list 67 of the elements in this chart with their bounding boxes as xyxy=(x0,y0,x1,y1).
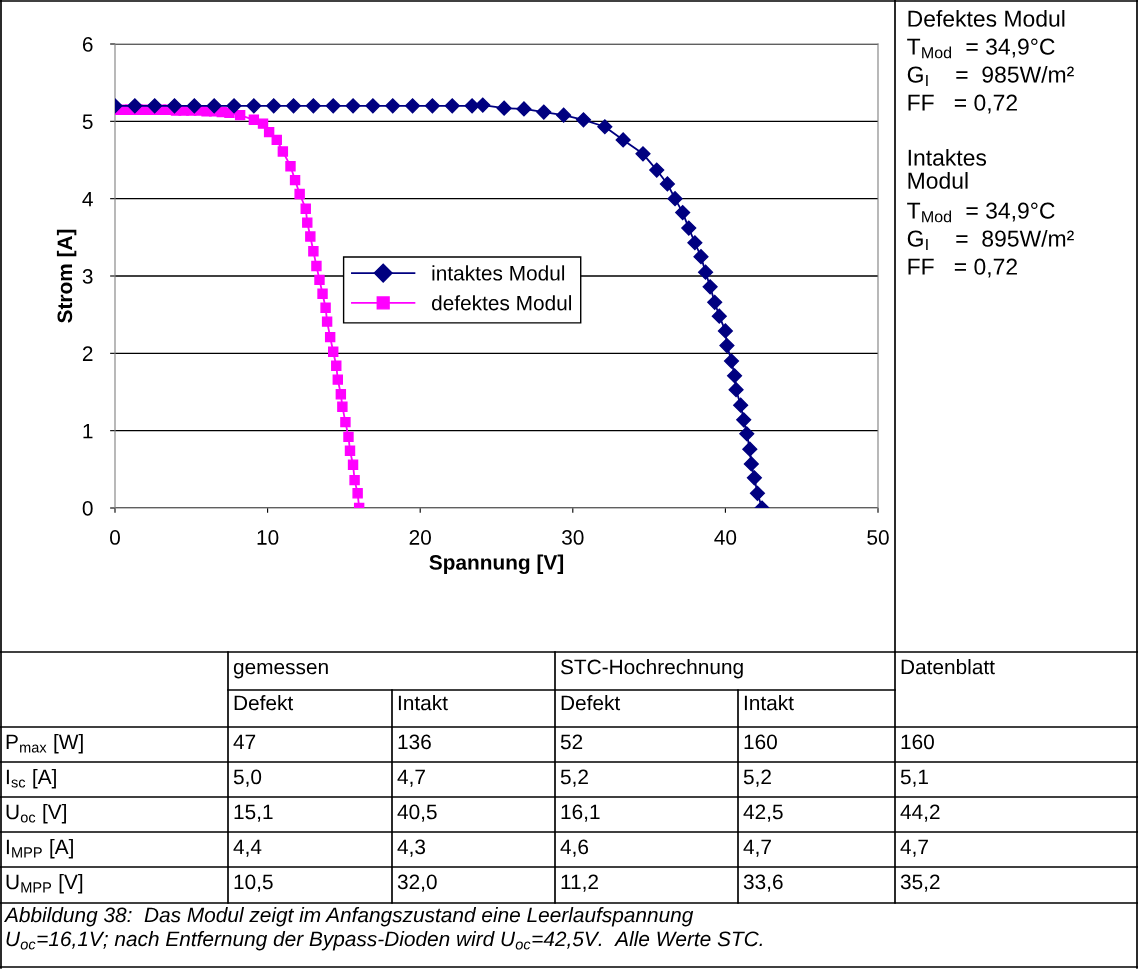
text: 42,5 xyxy=(743,804,783,822)
text: Defekt xyxy=(561,695,621,711)
y-tick-label: 5 xyxy=(82,114,93,130)
text: 15,1 xyxy=(234,804,273,822)
text: 35,2 xyxy=(900,874,940,892)
x-tick-label: 40 xyxy=(714,530,737,545)
y-tick-label: 6 xyxy=(82,37,93,52)
x-tick-label: 30 xyxy=(562,530,584,545)
text: Intakt xyxy=(744,695,794,711)
text: 136 xyxy=(398,734,431,750)
text: I$_{sc}$ [A] xyxy=(6,769,56,789)
x-tick-label: 0 xyxy=(110,530,120,545)
text: 4,7 xyxy=(397,769,425,787)
point xyxy=(337,401,348,412)
y-tick-label: 4 xyxy=(82,191,93,207)
x-tick-label: 20 xyxy=(409,530,431,545)
text: 40,5 xyxy=(397,804,437,822)
text: 5,0 xyxy=(233,769,262,787)
text: T$_{Mod}$ = 34,9°C xyxy=(907,38,1055,59)
text: 44,2 xyxy=(900,804,940,822)
text: G$_{I}$ = 895W/m² xyxy=(907,229,1074,251)
y-tick-label: 3 xyxy=(82,269,93,284)
text: U$_{oc}$ [V] xyxy=(6,804,66,824)
text: 16,1 xyxy=(561,804,600,822)
text: 4,7 xyxy=(743,839,771,857)
y-tick-label: 2 xyxy=(82,346,93,361)
point xyxy=(320,302,331,313)
text: 47 xyxy=(233,734,256,750)
text: STC-Hochrechnung xyxy=(560,659,743,679)
y-tick-label: 1 xyxy=(83,423,93,439)
text: Datenblatt xyxy=(901,659,995,675)
text: 5,2 xyxy=(743,769,771,787)
text: 4,7 xyxy=(900,839,928,857)
text: 11,2 xyxy=(561,874,598,892)
text: 5,2 xyxy=(560,769,588,787)
text: Abbildung 38: Das Modul zeigt im Anfangszustand eine Leerlaufspannung U$_{oc}$=16,1V; nach Entfernung der Bypass-Dioden wird U$_{oc}$=42,5V. Alle Werte STC. xyxy=(3,907,762,951)
text: T$_{Mod}$ = 34,9°C xyxy=(907,202,1055,223)
text: 4,4 xyxy=(233,839,262,857)
text: Intaktes Modul xyxy=(908,149,987,189)
x-tick-label: 10 xyxy=(257,530,279,545)
text: gemessen xyxy=(233,662,328,679)
text: 160 xyxy=(901,734,934,750)
text: 160 xyxy=(744,734,777,750)
text: U$_{MPP}$ [V] xyxy=(6,874,83,894)
x-tick-label: 50 xyxy=(867,530,889,545)
text: P$_{max}$ [W] xyxy=(6,734,83,754)
text: FF = 0,72 xyxy=(908,258,1017,278)
text: FF = 0,72 xyxy=(908,94,1017,114)
text: 52 xyxy=(560,734,583,750)
text: 4,3 xyxy=(397,839,426,857)
text: Intakt xyxy=(398,695,448,711)
legend-label: intaktes Modul xyxy=(432,265,565,281)
legend-label: defektes Modul xyxy=(431,295,571,311)
text: G$_{I}$ = 985W/m² xyxy=(907,65,1074,87)
text: 4,6 xyxy=(560,839,589,857)
text: 32,0 xyxy=(397,874,437,892)
text: Defektes Modul xyxy=(908,10,1065,27)
text: 5,1 xyxy=(900,769,928,787)
point xyxy=(305,231,316,242)
text: 33,6 xyxy=(743,874,783,892)
x-axis-title: Spannung [V] xyxy=(429,554,564,575)
y-axis-title: Strom [A] xyxy=(56,229,77,323)
y-tick-label: 0 xyxy=(82,501,93,516)
text: 10,5 xyxy=(234,874,273,892)
text: I$_{MPP}$ [A] xyxy=(6,839,73,859)
point xyxy=(352,488,363,499)
text: Defekt xyxy=(234,695,294,711)
